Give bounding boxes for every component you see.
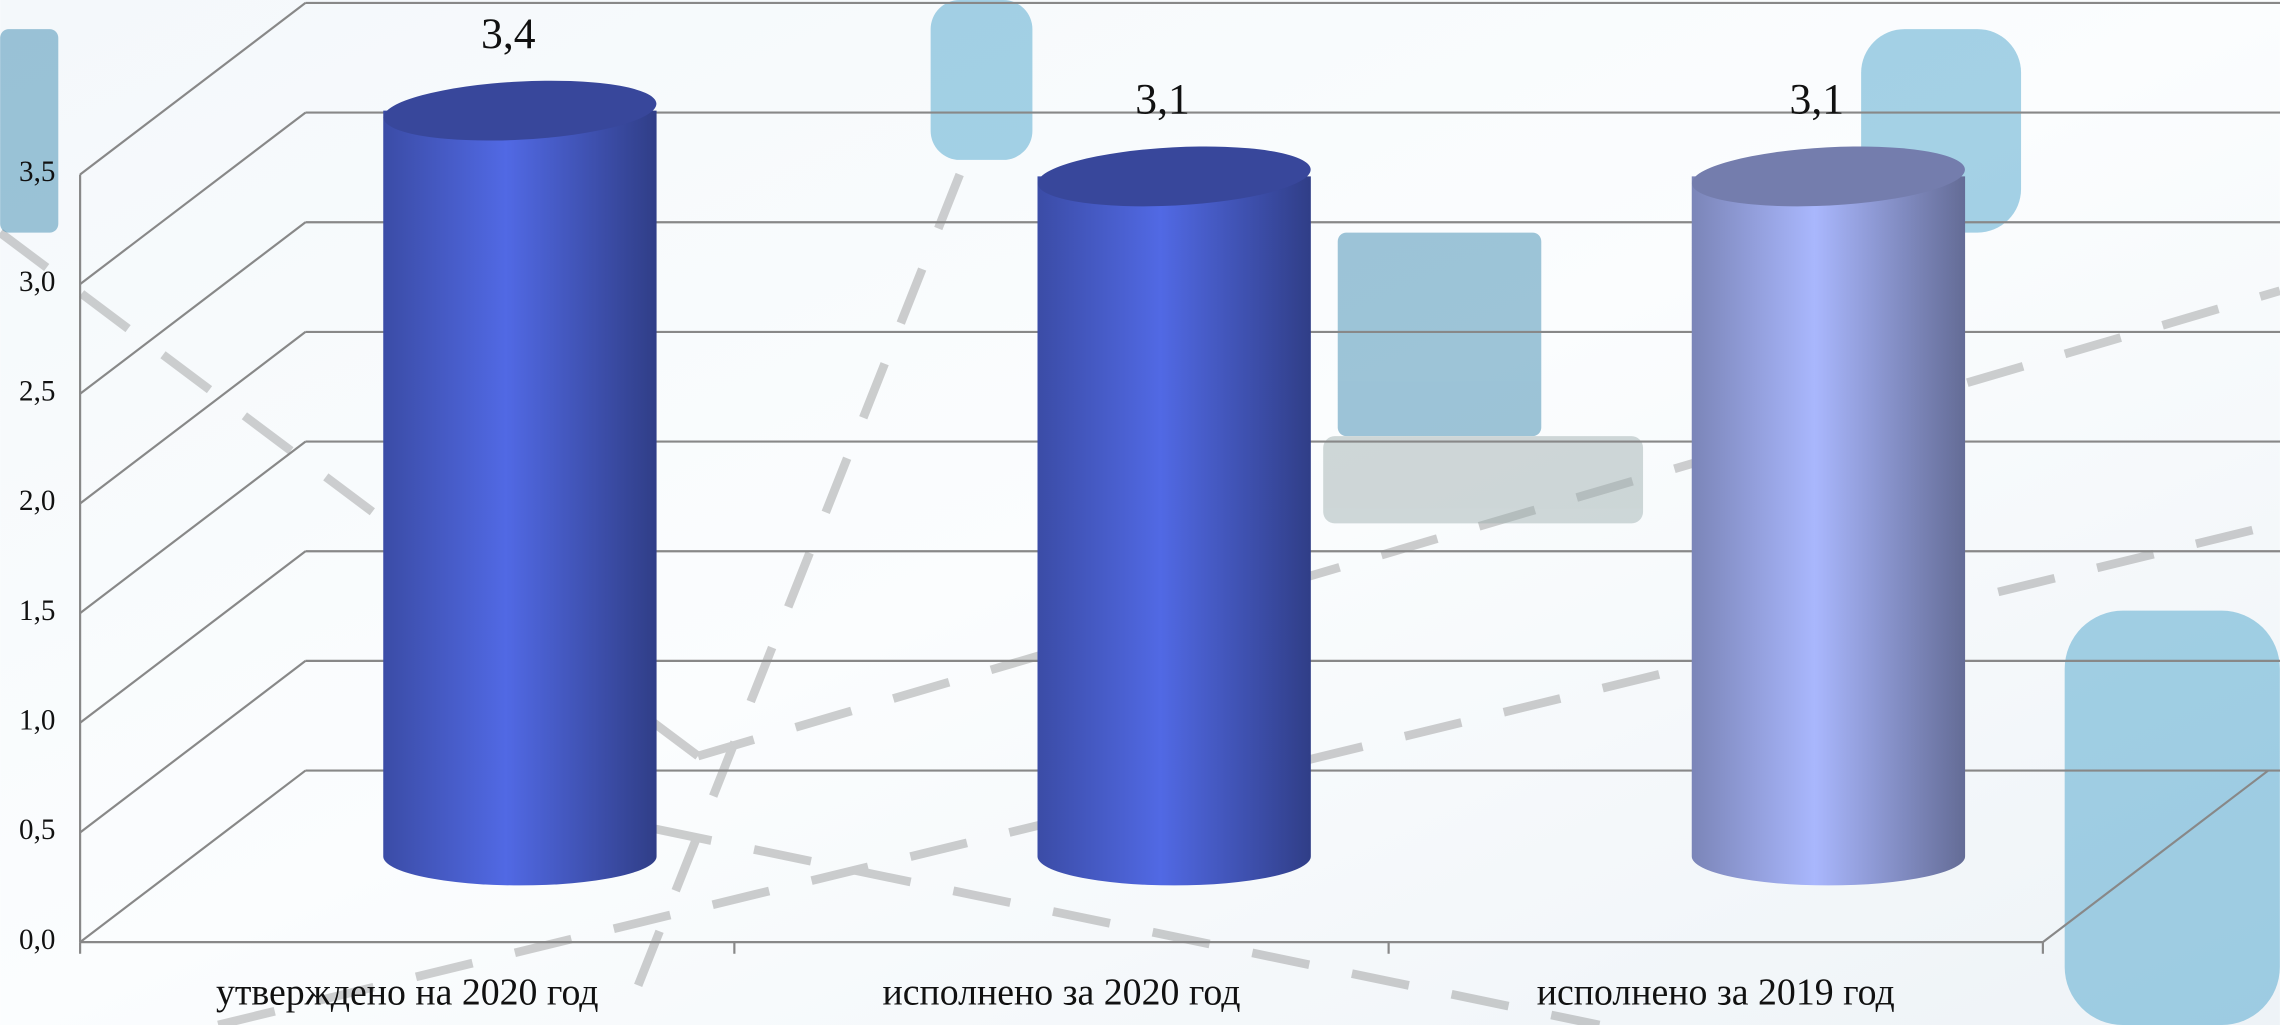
x-tick-label: утверждено на 2020 год — [216, 972, 599, 1014]
y-tick-label: 0,0 — [19, 924, 55, 956]
x-axis-side — [2042, 769, 2269, 943]
bar — [1691, 176, 1966, 886]
bar-top — [383, 80, 657, 141]
y-tick-label: 2,0 — [19, 485, 55, 517]
y-tick-label: 1,5 — [19, 595, 55, 627]
value-label: 3,1 — [1135, 76, 1190, 124]
x-tick-label: исполнено за 2020 год — [883, 972, 1241, 1014]
y-tick-label: 1,0 — [19, 704, 55, 736]
bar — [1037, 176, 1311, 886]
grid-line-side — [79, 550, 307, 724]
y-tick-label: 3,5 — [19, 156, 55, 188]
value-label: 3,4 — [481, 10, 536, 58]
grid-line-side — [79, 111, 307, 286]
y-tick-label: 2,5 — [19, 375, 55, 407]
value-label: 3,1 — [1790, 76, 1845, 124]
grid-line-side — [79, 221, 307, 395]
grid-line-side — [79, 331, 307, 505]
grid-line-side — [79, 769, 307, 943]
grid-line-side — [79, 2, 307, 176]
x-tick-label: исполнено за 2019 год — [1537, 972, 1895, 1014]
y-tick-label: 0,5 — [19, 814, 55, 846]
grid-line-side — [79, 660, 307, 834]
bar-top — [1691, 146, 1965, 207]
grid-line-side — [79, 440, 307, 614]
y-tick-label: 3,0 — [19, 266, 55, 298]
bar — [383, 110, 657, 886]
bar-top — [1037, 146, 1311, 207]
